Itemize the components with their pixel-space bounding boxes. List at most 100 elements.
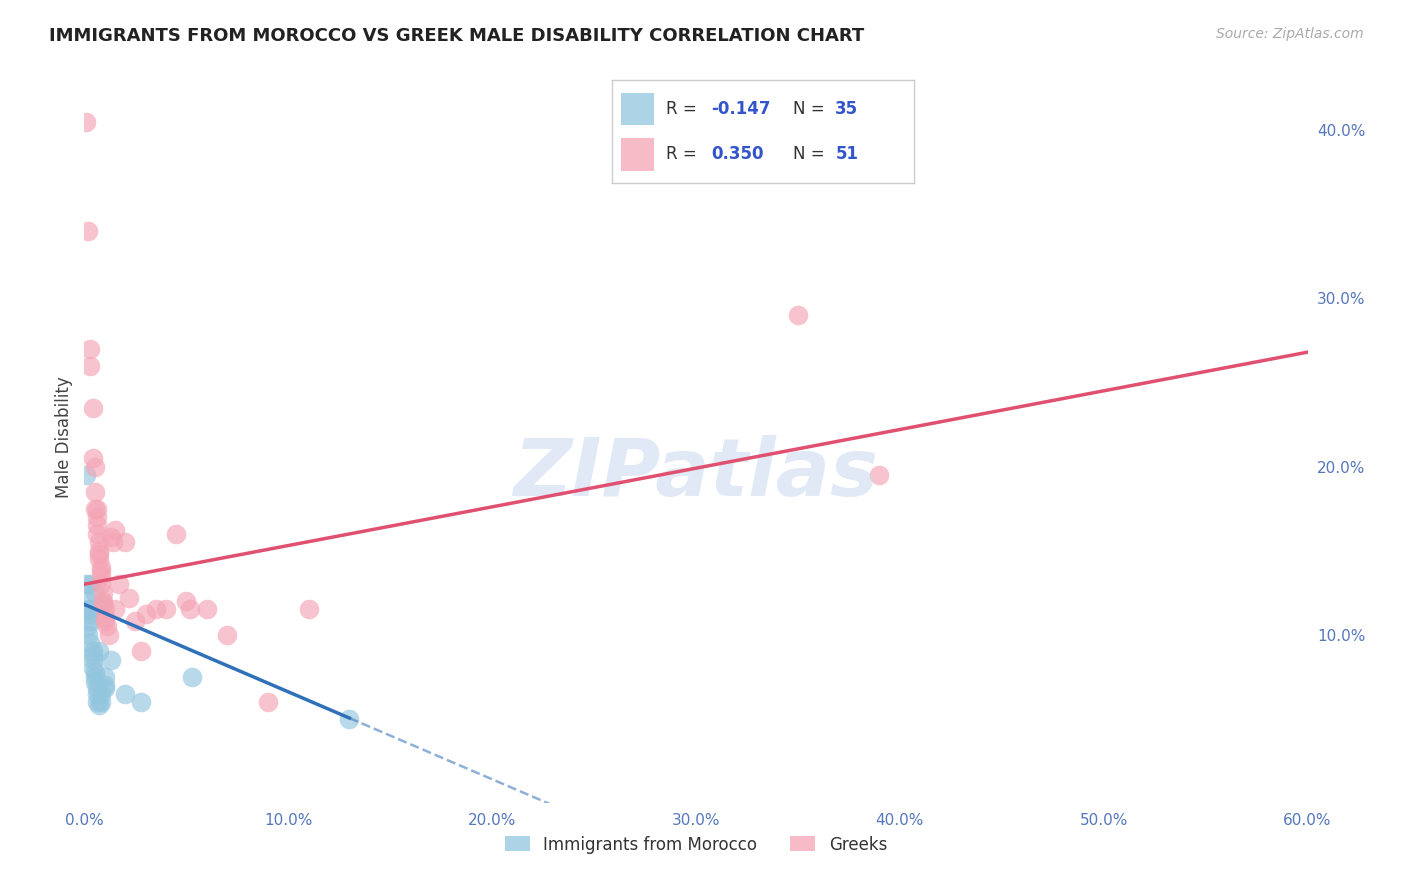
Text: R =: R = bbox=[666, 100, 702, 118]
Point bbox=[217, 627, 239, 641]
Point bbox=[145, 602, 167, 616]
Point bbox=[91, 598, 114, 612]
Bar bbox=[620, 93, 654, 126]
Point bbox=[104, 602, 127, 616]
Point bbox=[75, 115, 97, 129]
Point bbox=[87, 535, 110, 549]
Text: N =: N = bbox=[793, 145, 830, 163]
Point bbox=[79, 577, 101, 591]
Legend: Immigrants from Morocco, Greeks: Immigrants from Morocco, Greeks bbox=[498, 829, 894, 860]
Point bbox=[100, 530, 122, 544]
Point bbox=[114, 535, 136, 549]
Point bbox=[155, 602, 177, 616]
Text: R =: R = bbox=[666, 145, 702, 163]
Point bbox=[82, 653, 104, 667]
Text: ZIPatlas: ZIPatlas bbox=[513, 434, 879, 513]
Point bbox=[787, 308, 810, 322]
Point bbox=[100, 653, 122, 667]
Point bbox=[90, 695, 112, 709]
Text: 0.350: 0.350 bbox=[711, 145, 763, 163]
Point bbox=[124, 614, 146, 628]
Point bbox=[82, 451, 104, 466]
Text: N =: N = bbox=[793, 100, 830, 118]
Point bbox=[181, 670, 204, 684]
Point bbox=[75, 577, 97, 591]
Text: Source: ZipAtlas.com: Source: ZipAtlas.com bbox=[1216, 27, 1364, 41]
Point bbox=[82, 401, 104, 415]
Point bbox=[83, 585, 105, 599]
Point bbox=[77, 594, 100, 608]
Point bbox=[93, 611, 115, 625]
Point bbox=[83, 674, 105, 689]
Point bbox=[195, 602, 218, 616]
Point bbox=[79, 359, 101, 373]
Point bbox=[82, 644, 104, 658]
Point bbox=[93, 670, 115, 684]
Point bbox=[75, 467, 97, 482]
Point bbox=[86, 681, 108, 696]
Point bbox=[90, 560, 112, 574]
Bar bbox=[620, 137, 654, 170]
Point bbox=[86, 510, 108, 524]
Point bbox=[165, 526, 187, 541]
Point bbox=[96, 619, 118, 633]
Point bbox=[83, 459, 105, 474]
Point bbox=[179, 602, 201, 616]
Point bbox=[77, 224, 100, 238]
Point bbox=[87, 698, 110, 713]
Text: 51: 51 bbox=[835, 145, 858, 163]
Text: 35: 35 bbox=[835, 100, 859, 118]
Point bbox=[135, 607, 157, 622]
Point bbox=[77, 602, 100, 616]
Point bbox=[86, 686, 108, 700]
Point bbox=[83, 670, 105, 684]
Point bbox=[83, 484, 105, 499]
Point bbox=[86, 526, 108, 541]
Point bbox=[101, 535, 124, 549]
Point bbox=[91, 594, 114, 608]
Point bbox=[91, 585, 114, 599]
Point bbox=[86, 518, 108, 533]
Point bbox=[108, 577, 131, 591]
Point bbox=[93, 614, 115, 628]
Point bbox=[97, 627, 120, 641]
Point bbox=[91, 598, 114, 612]
Point bbox=[131, 644, 153, 658]
Point bbox=[77, 619, 100, 633]
Text: IMMIGRANTS FROM MOROCCO VS GREEK MALE DISABILITY CORRELATION CHART: IMMIGRANTS FROM MOROCCO VS GREEK MALE DI… bbox=[49, 27, 865, 45]
Point bbox=[339, 712, 361, 726]
Point bbox=[93, 602, 115, 616]
Y-axis label: Male Disability: Male Disability bbox=[55, 376, 73, 498]
Point bbox=[87, 547, 110, 561]
Point bbox=[174, 594, 197, 608]
Point bbox=[87, 552, 110, 566]
Point bbox=[104, 524, 127, 538]
Point bbox=[114, 686, 136, 700]
Point bbox=[79, 614, 101, 628]
Point bbox=[82, 661, 104, 675]
Point bbox=[87, 644, 110, 658]
Point bbox=[79, 636, 101, 650]
Point bbox=[82, 648, 104, 662]
Point bbox=[298, 602, 321, 616]
Point bbox=[93, 681, 115, 696]
Point bbox=[90, 577, 112, 591]
Point bbox=[86, 501, 108, 516]
Point bbox=[79, 342, 101, 356]
Point bbox=[79, 602, 101, 616]
Point bbox=[79, 607, 101, 622]
Point bbox=[90, 564, 112, 578]
Point bbox=[77, 627, 100, 641]
Point bbox=[83, 665, 105, 679]
Point bbox=[83, 501, 105, 516]
Point bbox=[86, 695, 108, 709]
Point bbox=[131, 695, 153, 709]
Point bbox=[257, 695, 280, 709]
Point bbox=[93, 678, 115, 692]
Point bbox=[87, 543, 110, 558]
Text: -0.147: -0.147 bbox=[711, 100, 770, 118]
Point bbox=[90, 569, 112, 583]
Point bbox=[869, 467, 891, 482]
Point bbox=[118, 591, 141, 605]
Point bbox=[90, 686, 112, 700]
